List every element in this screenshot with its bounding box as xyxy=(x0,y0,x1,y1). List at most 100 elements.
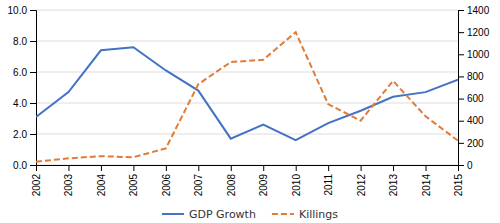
tick-label: 8.0 xyxy=(13,36,27,47)
tick: 1000 xyxy=(458,49,490,60)
tick-label: 1200 xyxy=(467,27,490,38)
tick-mark xyxy=(361,165,362,171)
tick-mark xyxy=(458,165,464,166)
tick-label: 10.0 xyxy=(8,5,28,16)
tick: 1200 xyxy=(458,27,490,38)
y-axis: 0.0 2.0 4.0 6.0 8.0 10.0 xyxy=(8,5,37,171)
tick-label: 200 xyxy=(467,138,484,149)
axis-line xyxy=(30,11,37,166)
tick-label: 2014 xyxy=(421,174,432,197)
legend-label: GDP Growth xyxy=(189,208,256,221)
tick-label: 2010 xyxy=(291,174,302,197)
tick-label: 2006 xyxy=(161,174,172,197)
tick-label: 2009 xyxy=(258,174,269,197)
tick: 2010 xyxy=(291,165,302,196)
tick-label: 800 xyxy=(467,71,484,82)
tick-mark xyxy=(296,165,297,171)
tick-mark xyxy=(458,121,464,122)
tick-label: 2004 xyxy=(96,174,107,197)
tick: 0.0 xyxy=(13,160,36,171)
tick-label: 6.0 xyxy=(13,67,27,78)
tick-mark xyxy=(231,165,232,171)
tick-label: 2002 xyxy=(31,174,42,197)
series-line xyxy=(36,32,458,162)
tick-mark xyxy=(133,165,134,171)
tick: 1400 xyxy=(458,5,490,16)
grid-line xyxy=(36,41,458,42)
tick-label: 2.0 xyxy=(13,129,27,140)
tick: 2015 xyxy=(453,165,464,196)
tick-mark xyxy=(263,165,264,171)
tick: 4.0 xyxy=(13,98,36,109)
tick: 10.0 xyxy=(8,5,36,16)
tick-mark xyxy=(30,72,36,73)
tick-label: 2013 xyxy=(388,174,399,197)
tick: 2004 xyxy=(96,165,107,196)
tick-label: 600 xyxy=(467,93,484,104)
tick: 2006 xyxy=(161,165,172,196)
legend-label: Killings xyxy=(299,208,338,221)
grid xyxy=(36,10,458,165)
tick: 800 xyxy=(458,71,484,82)
x-axis: 2002 2003 2004 2005 2006 2007 2008 2009 2010 2011… xyxy=(31,165,464,196)
tick-mark xyxy=(30,165,36,166)
tick: 200 xyxy=(458,138,484,149)
tick-mark xyxy=(393,165,394,171)
plot-area xyxy=(36,32,458,162)
chart: 2002 2003 2004 2005 2006 2007 2008 2009 2010 2011… xyxy=(0,0,500,223)
tick-label: 1400 xyxy=(467,5,490,16)
tick: 2003 xyxy=(63,165,74,196)
tick-label: 2008 xyxy=(226,174,237,197)
tick: 2013 xyxy=(388,165,399,196)
tick-mark xyxy=(30,103,36,104)
tick-label: 2005 xyxy=(128,174,139,197)
tick-mark xyxy=(458,76,464,77)
tick-label: 2007 xyxy=(193,174,204,197)
tick: 2014 xyxy=(421,165,432,196)
tick-mark xyxy=(458,99,464,100)
tick-mark xyxy=(30,134,36,135)
tick-mark xyxy=(101,165,102,171)
tick-mark xyxy=(458,143,464,144)
tick: 6.0 xyxy=(13,67,36,78)
series-line xyxy=(36,47,458,140)
tick-mark xyxy=(198,165,199,171)
tick-label: 2011 xyxy=(323,174,334,196)
tick-label: 400 xyxy=(467,115,484,126)
tick: 2012 xyxy=(356,165,367,196)
legend-swatch xyxy=(272,213,294,215)
tick-label: 1000 xyxy=(467,49,490,60)
grid-line xyxy=(36,10,458,11)
tick-mark xyxy=(328,165,329,171)
tick-mark xyxy=(30,10,36,11)
grid-line xyxy=(36,103,458,104)
tick-mark xyxy=(458,10,464,11)
tick-label: 2012 xyxy=(356,174,367,197)
tick: 2005 xyxy=(128,165,139,196)
legend-item: Killings xyxy=(272,208,338,221)
grid-line xyxy=(36,72,458,73)
tick-mark xyxy=(30,41,36,42)
tick: 0 xyxy=(458,160,473,171)
tick-mark xyxy=(68,165,69,171)
grid-line xyxy=(36,134,458,135)
tick: 2008 xyxy=(226,165,237,196)
tick-label: 0 xyxy=(467,160,473,171)
tick: 600 xyxy=(458,93,484,104)
tick-mark xyxy=(458,54,464,55)
tick: 2011 xyxy=(323,165,334,196)
legend: GDP Growth Killings xyxy=(162,208,338,221)
tick-label: 2015 xyxy=(453,174,464,197)
tick-label: 2003 xyxy=(63,174,74,197)
tick: 400 xyxy=(458,115,484,126)
axis-line xyxy=(37,166,459,172)
tick: 8.0 xyxy=(13,36,36,47)
tick: 2.0 xyxy=(13,129,36,140)
axis-line xyxy=(459,11,465,166)
tick-mark xyxy=(166,165,167,171)
tick-mark xyxy=(458,32,464,33)
tick-label: 4.0 xyxy=(13,98,27,109)
legend-swatch xyxy=(162,213,184,215)
tick: 2007 xyxy=(193,165,204,196)
tick: 2002 xyxy=(31,165,42,196)
